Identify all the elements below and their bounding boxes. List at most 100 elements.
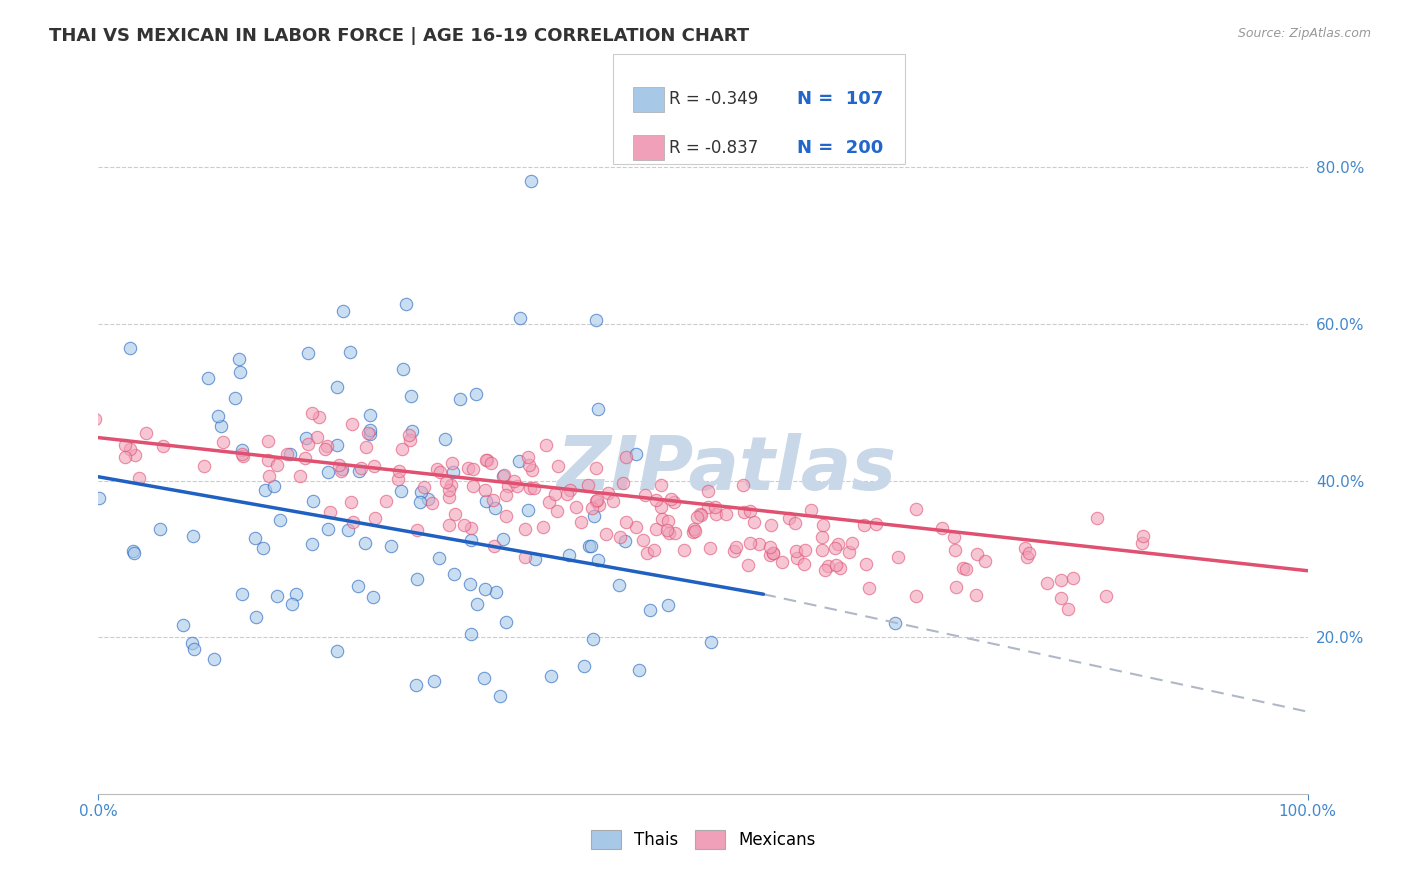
Point	[945, 580, 967, 594]
Point	[391, 362, 413, 376]
Text: N =  107: N = 107	[797, 90, 883, 108]
Point	[748, 537, 770, 551]
Point	[595, 527, 617, 541]
Point	[585, 494, 607, 508]
Point	[626, 519, 648, 533]
Point	[513, 522, 536, 536]
Point	[485, 584, 508, 599]
Point	[519, 174, 541, 188]
Text: THAI VS MEXICAN IN LABOR FORCE | AGE 16-19 CORRELATION CHART: THAI VS MEXICAN IN LABOR FORCE | AGE 16-…	[49, 27, 749, 45]
Point	[252, 541, 274, 555]
Point	[444, 508, 467, 522]
Point	[458, 577, 481, 591]
Point	[841, 536, 863, 550]
Point	[828, 561, 851, 575]
Point	[460, 533, 482, 547]
Point	[513, 549, 536, 564]
Point	[578, 539, 600, 553]
Point	[638, 603, 661, 617]
Point	[484, 500, 506, 515]
Point	[465, 387, 488, 401]
Point	[42, 423, 65, 437]
Point	[354, 441, 377, 455]
Point	[506, 479, 529, 493]
Point	[740, 504, 762, 518]
Point	[437, 518, 460, 533]
Point	[974, 554, 997, 568]
Point	[683, 522, 706, 536]
Point	[1050, 591, 1073, 606]
Point	[224, 392, 246, 406]
Point	[1050, 574, 1073, 588]
Point	[602, 493, 624, 508]
Point	[931, 521, 953, 535]
Point	[87, 491, 110, 505]
Point	[183, 642, 205, 657]
Point	[305, 430, 328, 444]
Point	[699, 634, 721, 648]
Point	[762, 546, 785, 560]
Point	[955, 562, 977, 576]
Point	[389, 483, 412, 498]
Point	[697, 500, 720, 514]
Point	[509, 311, 531, 326]
Point	[329, 464, 352, 478]
Point	[326, 644, 349, 658]
Point	[297, 437, 319, 451]
Point	[742, 515, 765, 529]
Point	[865, 516, 887, 531]
Point	[449, 392, 471, 407]
Point	[263, 479, 285, 493]
Point	[228, 351, 250, 366]
Point	[531, 520, 554, 534]
Point	[783, 516, 806, 531]
Point	[332, 304, 354, 318]
Point	[645, 493, 668, 508]
Point	[817, 559, 839, 574]
Point	[463, 478, 485, 492]
Text: Source: ZipAtlas.com: Source: ZipAtlas.com	[1237, 27, 1371, 40]
Point	[357, 425, 380, 440]
Point	[211, 434, 233, 449]
Point	[172, 618, 194, 632]
Point	[460, 627, 482, 641]
Point	[408, 494, 430, 508]
Point	[364, 511, 387, 525]
Point	[426, 462, 449, 476]
Point	[52, 427, 75, 442]
Point	[429, 465, 451, 479]
Point	[202, 652, 225, 666]
Point	[245, 610, 267, 624]
Point	[612, 475, 634, 490]
Point	[517, 503, 540, 517]
Point	[952, 561, 974, 575]
Point	[229, 365, 252, 379]
Point	[657, 514, 679, 528]
Point	[523, 481, 546, 495]
Point	[492, 533, 515, 547]
Point	[731, 477, 754, 491]
Point	[904, 589, 927, 603]
Point	[269, 513, 291, 527]
Point	[555, 487, 578, 501]
Point	[657, 598, 679, 612]
Point	[824, 541, 846, 555]
Point	[391, 442, 413, 456]
Point	[537, 495, 560, 509]
Point	[354, 536, 377, 550]
Point	[596, 486, 619, 500]
Point	[21, 413, 44, 427]
Point	[401, 389, 423, 403]
Point	[770, 555, 793, 569]
Point	[46, 344, 69, 359]
Point	[582, 632, 605, 646]
Point	[387, 472, 409, 486]
Point	[1017, 549, 1039, 564]
Point	[245, 531, 267, 545]
Point	[51, 363, 73, 377]
Legend: Thais, Mexicans: Thais, Mexicans	[583, 823, 823, 856]
Point	[409, 484, 432, 499]
Point	[853, 517, 876, 532]
Point	[496, 478, 519, 492]
Point	[359, 423, 381, 437]
